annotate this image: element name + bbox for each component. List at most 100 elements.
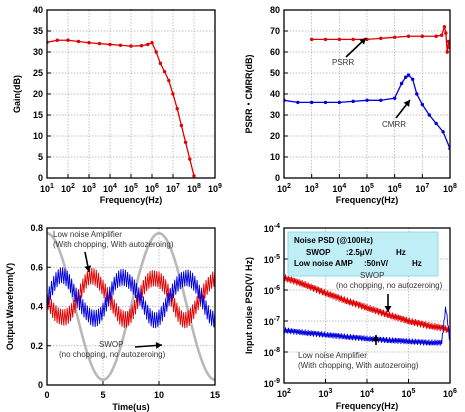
gain-series-point	[167, 78, 171, 83]
swop-arrow-head	[155, 341, 162, 349]
x-tick-label: 0	[44, 390, 49, 400]
cmrr-series-point	[427, 113, 431, 117]
psrr-series-point	[337, 37, 342, 42]
tick-base: 10	[388, 184, 398, 194]
x-axis-label: Frequency(Hz)	[336, 401, 399, 411]
chart-3: 0 5 10 15 0 0.2 0.4 0.6 0.8 Time(us) Output Wavefo…	[5, 223, 220, 412]
x-axis-label: Frequency(Hz)	[336, 195, 399, 205]
tick-exponent: -8	[274, 347, 280, 354]
gain-series-point	[108, 42, 112, 47]
tick-exponent: 9	[218, 183, 222, 190]
tick-exponent: 8	[197, 183, 201, 190]
x-axis-label: Time(us)	[112, 402, 149, 412]
lna-noise-line	[284, 306, 450, 346]
cmrr-series-point	[323, 100, 328, 105]
y-axis-label: Gain(dB)	[12, 75, 22, 113]
tick-base: 10	[264, 317, 274, 327]
y-tick-label: 40	[33, 5, 43, 15]
gain-series-point	[192, 174, 196, 178]
x-tick-label: 104	[103, 183, 117, 194]
x-tick-label: 5	[100, 390, 105, 400]
tick-base: 10	[61, 184, 71, 194]
tick-exponent: -4	[274, 223, 280, 230]
tick-base: 10	[402, 389, 412, 399]
legend-row-value: :2.5μV/	[346, 248, 373, 257]
x-axis-label: Frequency(Hz)	[100, 195, 163, 205]
y-axis-label: Input noise PSD(V/ Hz)	[244, 257, 254, 354]
x-tick-label: 102	[277, 388, 291, 399]
gain-series-point	[162, 70, 167, 74]
gain-series-point	[118, 43, 123, 47]
psrr-annotation: PSRR	[332, 58, 354, 67]
tick-exponent: 5	[370, 183, 374, 190]
tick-base: 10	[277, 389, 287, 399]
gain-series-point	[97, 41, 102, 46]
y-tick-label: 5	[38, 152, 43, 162]
tick-exponent: 6	[155, 183, 159, 190]
gain-series-point	[183, 140, 188, 144]
swop-annotation-detail: (no chopping, no autozeroing)	[59, 350, 166, 359]
tick-base: 10	[277, 184, 287, 194]
tick-exponent: 5	[412, 388, 416, 395]
gain-series-point	[171, 92, 175, 96]
legend-row-unit: Hz	[396, 248, 406, 257]
tick-base: 10	[360, 389, 370, 399]
x-tick-label: 109	[208, 183, 222, 194]
cmrr-series	[284, 73, 450, 151]
cmrr-series-point	[309, 100, 314, 105]
x-tick-label: 104	[360, 388, 374, 399]
gain-series-point	[179, 123, 184, 128]
gain-series-point	[188, 157, 192, 161]
y-tick-label: 0	[38, 380, 43, 390]
y-tick-label: 0.4	[30, 302, 43, 312]
swop-arrow-head	[384, 306, 392, 312]
gain-series-point	[129, 44, 133, 48]
legend-row-value: :50nV/	[364, 259, 389, 268]
psrr-series-point	[406, 34, 411, 38]
gain-series-point	[146, 42, 150, 47]
tick-exponent: 1	[50, 183, 54, 190]
tick-exponent: 4	[342, 183, 346, 190]
x-tick-label: 108	[187, 183, 201, 194]
x-tick-label: 106	[388, 183, 402, 194]
cmrr-series-point	[399, 81, 404, 86]
chart-4: 102 103 104 105 10610-910-810-710-610-510-4F…	[244, 223, 457, 411]
tick-base: 10	[264, 348, 274, 358]
x-tick-label: 103	[305, 183, 319, 194]
legend-row-name: Low noise AMP	[294, 259, 353, 268]
tick-base: 10	[124, 184, 134, 194]
tick-base: 10	[415, 184, 425, 194]
tick-exponent: -7	[274, 316, 280, 323]
plot-border	[283, 227, 451, 384]
psrr-series-point	[420, 34, 425, 38]
x-tick-label: 10	[154, 390, 164, 400]
y-tick-label: 50	[270, 68, 280, 78]
tick-base: 10	[264, 224, 274, 234]
cmrr-series-point	[410, 77, 415, 82]
tick-base: 10	[332, 184, 342, 194]
tick-exponent: -5	[274, 254, 280, 261]
y-tick-label: 0	[275, 173, 280, 183]
tick-exponent: 3	[329, 388, 333, 395]
tick-base: 10	[319, 389, 329, 399]
tick-exponent: -9	[274, 378, 280, 385]
gain-series-point	[66, 38, 70, 42]
y-tick-label: 10-8	[264, 347, 280, 358]
psrr-series-point	[392, 35, 397, 39]
tick-exponent: 2	[287, 183, 291, 190]
plot-border	[46, 9, 216, 179]
plot-border	[46, 227, 216, 386]
y-tick-label: 25	[33, 68, 43, 78]
tick-base: 10	[166, 184, 176, 194]
psrr-arrow-head	[359, 38, 366, 45]
x-tick-label: 106	[443, 388, 457, 399]
x-tick-label: 107	[166, 183, 180, 194]
y-tick-label: 70	[270, 26, 280, 36]
y-axis-label: Output Waveform(V)	[5, 263, 15, 350]
tick-exponent: 2	[71, 183, 75, 190]
tick-exponent: 5	[134, 183, 138, 190]
gain-series-point	[55, 38, 60, 42]
psrr-series-point	[444, 31, 448, 35]
gain-series-point	[158, 61, 163, 66]
x-tick-label: 103	[319, 388, 333, 399]
